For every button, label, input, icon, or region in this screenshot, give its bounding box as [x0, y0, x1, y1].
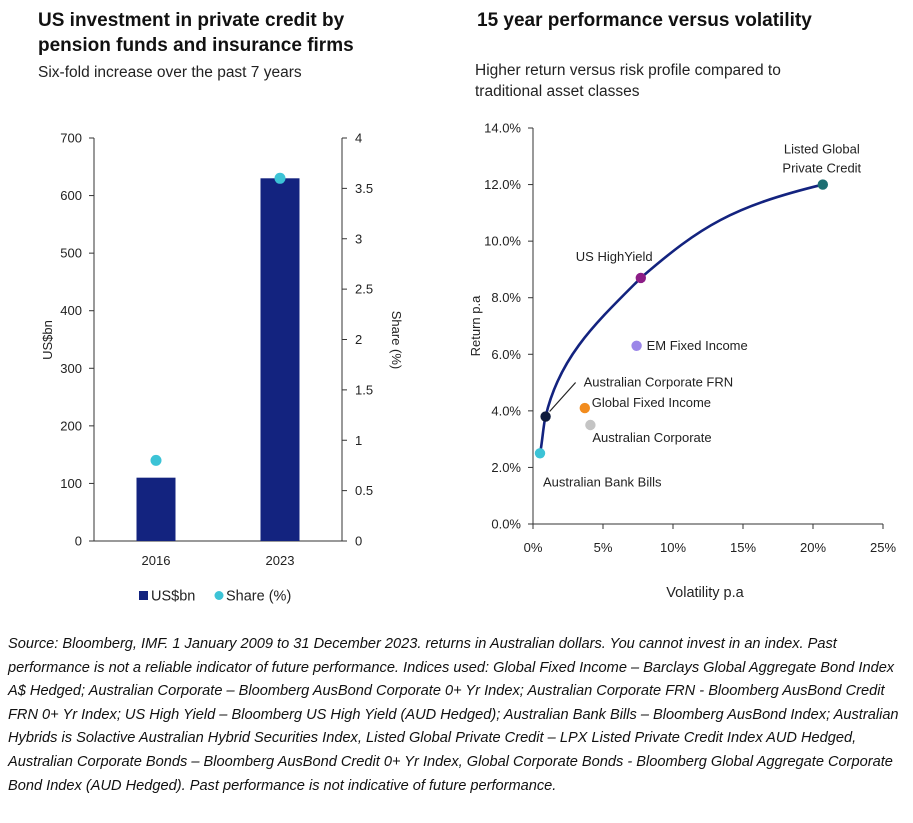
point-label-global-fixed-income: Global Fixed Income	[592, 395, 711, 410]
point-global-fixed-income	[579, 402, 590, 414]
point-em-fixed-income	[631, 340, 642, 351]
right-y-tick-label: 4	[355, 131, 362, 146]
right-y-tick-label: 3.5	[355, 181, 373, 196]
point-listed-global-private-credit	[817, 179, 828, 190]
frn-leader-line	[549, 382, 577, 412]
source-footnote: Source: Bloomberg, IMF. 1 January 2009 t…	[8, 636, 899, 794]
x-tick-label-2016: 2016	[142, 553, 171, 568]
right-y-tick-label: 1	[355, 433, 362, 448]
scatter-y-axis-label: Return p.a	[468, 295, 483, 356]
point-label-listed-global-private-credit: Listed Global Private Credit	[782, 142, 861, 176]
right-y-axis-label: Share (%)	[389, 311, 404, 370]
right-chart-title: 15 year performance versus volatility	[477, 10, 812, 31]
point-australian-bank-bills	[534, 448, 546, 459]
scatter-x-tick-label: 10%	[660, 540, 686, 555]
left-chart-title-line2: pension funds and insurance firms	[38, 35, 354, 56]
right-chart-subtitle-line1: Higher return versus risk profile compar…	[475, 62, 781, 79]
legend-label-usbn: US$bn	[151, 589, 195, 605]
bar-2016	[136, 477, 176, 541]
left-chart-title: US investment in private credit by pensi…	[38, 8, 354, 58]
point-us-highyield	[635, 272, 646, 284]
scatter-x-axis-label: Volatility p.a	[666, 585, 744, 601]
bar-chart-legend: US$bn Share (%)	[139, 589, 291, 605]
scatter-y-tick-label: 10.0%	[484, 234, 521, 249]
scatter-x-tick-label: 15%	[730, 540, 756, 555]
scatter-y-tick-label: 12.0%	[484, 177, 521, 192]
point-label-em-fixed-income: EM Fixed Income	[647, 338, 748, 353]
left-y-tick-label: 300	[60, 361, 82, 376]
left-y-tick-label: 100	[60, 476, 82, 491]
right-y-tick-label: 2.5	[355, 282, 373, 297]
left-y-tick-label: 200	[60, 418, 82, 433]
scatter-chart: 0.0% 2.0% 4.0% 6.0% 8.0% 10.0% 12.0% 14.0% 0% 5% 1…	[468, 121, 896, 602]
scatter-x-tick-label: 25%	[870, 540, 896, 555]
right-chart-subtitle: Higher return versus risk profile compar…	[475, 60, 781, 102]
right-y-tick-label: 1.5	[355, 382, 373, 397]
legend-label-share: Share (%)	[226, 589, 291, 605]
point-australian-corporate-frn	[540, 411, 551, 422]
left-y-axis-label: US$bn	[40, 320, 55, 360]
right-y-tick-label: 0.5	[355, 483, 373, 498]
right-chart-subtitle-line2: traditional asset classes	[475, 83, 640, 100]
share-marker-2023	[274, 172, 286, 184]
bar-2023	[260, 178, 300, 542]
left-y-tick-label: 0	[75, 534, 82, 549]
scatter-y-tick-label: 4.0%	[491, 403, 521, 418]
point-label-australian-corporate: Australian Corporate	[592, 430, 711, 445]
left-y-tick-label: 500	[60, 246, 82, 261]
right-y-tick-label: 2	[355, 332, 362, 347]
point-australian-corporate	[585, 419, 596, 431]
scatter-x-tick-label: 5%	[594, 540, 613, 555]
scatter-y-tick-label: 8.0%	[491, 290, 521, 305]
left-y-tick-label: 600	[60, 188, 82, 203]
scatter-y-tick-label: 0.0%	[491, 517, 521, 532]
scatter-x-tick-label: 20%	[800, 540, 826, 555]
left-chart-subtitle: Six-fold increase over the past 7 years	[38, 64, 302, 81]
point-label-us-highyield: US HighYield	[576, 249, 653, 264]
point-label-australian-corporate-frn: Australian Corporate FRN	[584, 375, 734, 390]
legend-swatch-usbn	[139, 591, 148, 600]
left-y-tick-label: 400	[60, 303, 82, 318]
frontier-line	[538, 183, 824, 454]
left-chart-title-line1: US investment in private credit by	[38, 10, 345, 31]
scatter-y-tick-label: 6.0%	[491, 347, 521, 362]
legend-marker-share	[214, 591, 224, 600]
scatter-x-tick-label: 0%	[524, 540, 543, 555]
x-tick-label-2023: 2023	[266, 553, 295, 568]
right-y-tick-label: 3	[355, 231, 362, 246]
right-y-tick-label: 0	[355, 534, 362, 549]
scatter-y-tick-label: 2.0%	[491, 460, 521, 475]
scatter-y-tick-label: 14.0%	[484, 121, 521, 136]
left-y-tick-label: 700	[60, 131, 82, 146]
bar-chart: 0 100 200 300 400 500 600 700 0 0.5 1 1.5 2 2.5 3 3.5 4 U…	[40, 131, 404, 605]
point-label-australian-bank-bills: Australian Bank Bills	[543, 474, 662, 489]
share-marker-2016	[150, 454, 162, 466]
